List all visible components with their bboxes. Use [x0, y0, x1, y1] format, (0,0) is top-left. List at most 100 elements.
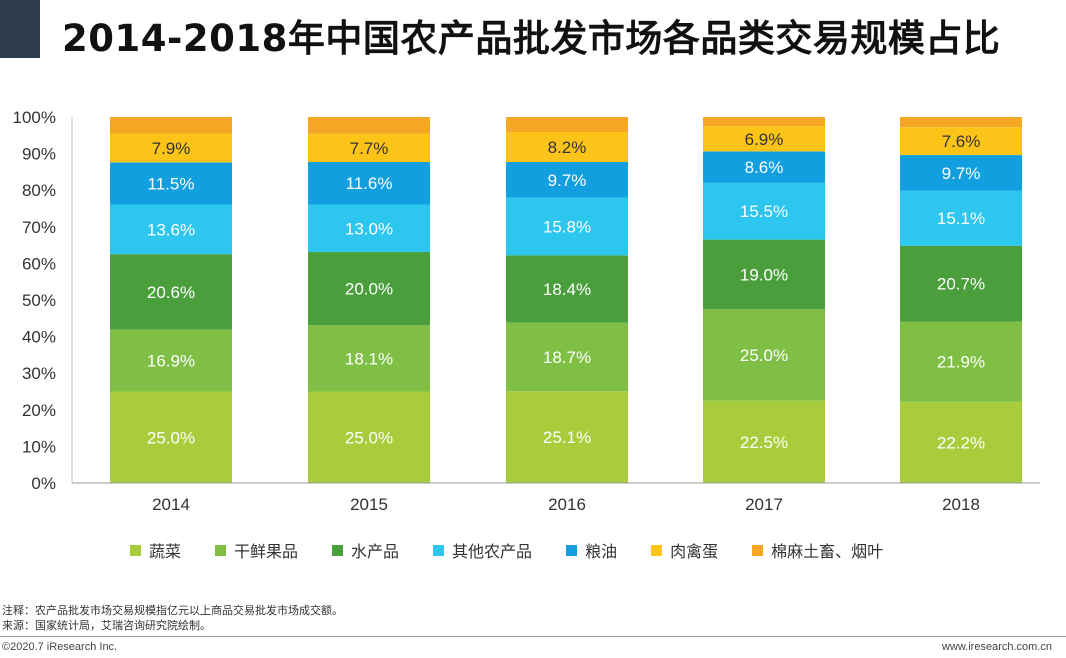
bar-segment: [506, 391, 628, 483]
data-label: 13.0%: [345, 219, 393, 238]
footnote-source: 来源：国家统计局，艾瑞咨询研究院绘制。: [2, 619, 211, 632]
legend-swatch: [130, 544, 141, 556]
legend-swatch: [752, 544, 764, 556]
data-label: 11.6%: [346, 174, 393, 193]
data-label: 7.7%: [350, 139, 389, 158]
legend-label: 棉麻土畜、烟叶: [771, 542, 884, 561]
data-label: 15.8%: [543, 217, 591, 236]
copyright-text: ©2020.7 iResearch Inc.: [2, 641, 118, 653]
bar-segment: [703, 126, 825, 152]
legend-label: 水产品: [351, 542, 400, 561]
y-tick-label: 20%: [22, 401, 56, 420]
bar-segment: [506, 162, 628, 198]
bar-segment: [900, 190, 1022, 246]
data-label: 20.6%: [147, 283, 195, 302]
y-tick-label: 70%: [22, 218, 56, 237]
x-tick-label: 2016: [548, 495, 586, 514]
chart-title: 2014-2018年中国农产品批发市场各品类交易规模占比: [62, 17, 1001, 60]
data-label: 6.9%: [745, 130, 784, 149]
bar-segment: [900, 127, 1022, 156]
y-tick-label: 50%: [22, 291, 56, 310]
x-tick-label: 2014: [152, 495, 190, 514]
bar-segment: [110, 254, 232, 330]
bars: 25.0% 16.9% 20.6% 13.6% 11.5% 7.9% 25.0% 18.1% 2…: [110, 117, 1022, 483]
bar-segment: [308, 325, 430, 392]
legend-label: 粮油: [585, 542, 618, 561]
data-label: 9.7%: [548, 171, 587, 190]
data-label: 25.1%: [543, 428, 591, 447]
bar-segment: [110, 329, 232, 392]
y-tick-label: 40%: [22, 328, 56, 347]
bar-stack-2014: 25.0% 16.9% 20.6% 13.6% 11.5% 7.9%: [110, 117, 232, 483]
data-label: 18.4%: [543, 280, 591, 299]
y-tick-label: 10%: [22, 437, 56, 456]
data-label: 13.6%: [147, 220, 195, 239]
bar-segment: [900, 321, 1022, 402]
bar-segment: [900, 155, 1022, 191]
bar-segment: [506, 322, 628, 392]
legend-item: 肉禽蛋: [651, 538, 718, 562]
data-label: 15.5%: [740, 202, 788, 221]
y-tick-label: 30%: [22, 364, 56, 383]
x-axis: 2014 2015 2016 2017 2018: [72, 482, 1040, 514]
bar-segment: [110, 391, 232, 483]
legend-swatch: [215, 544, 227, 556]
bar-segment: [900, 401, 1022, 483]
data-label: 16.9%: [147, 352, 195, 371]
legend-item: 粮油: [566, 538, 617, 562]
data-label: 25.0%: [740, 346, 788, 365]
data-label: 21.9%: [937, 353, 985, 372]
legend-item: 蔬菜: [130, 538, 181, 562]
legend-item: 干鲜果品: [215, 538, 298, 562]
legend-item: 棉麻土畜、烟叶: [752, 538, 883, 562]
y-tick-label: 100%: [13, 108, 56, 127]
stacked-bar-chart: 0% 10% 20% 30% 40% 50% 60% 70% 80% 90% 100% 25.0% 1…: [13, 108, 1040, 514]
bar-segment: [703, 151, 825, 183]
bar-segment: [110, 204, 232, 255]
footnote-note: 注释：农产品批发市场交易规模指亿元以上商品交易批发市场成交额。: [2, 604, 343, 617]
bar-segment: [308, 117, 430, 134]
bar-stack-2017: 22.5% 25.0% 19.0% 15.5% 8.6% 6.9%: [703, 117, 825, 483]
bar-segment: [110, 133, 232, 163]
data-label: 20.7%: [937, 275, 985, 294]
bar-segment: [308, 133, 430, 163]
y-tick-label: 80%: [22, 181, 56, 200]
y-axis: 0% 10% 20% 30% 40% 50% 60% 70% 80% 90% 100%: [13, 108, 73, 493]
website-link: www.iresearch.com.cn: [941, 641, 1052, 653]
bar-segment: [703, 182, 825, 240]
legend-label: 其他农产品: [452, 542, 533, 561]
data-label: 20.0%: [345, 280, 393, 299]
legend-item: 水产品: [332, 538, 399, 562]
data-label: 19.0%: [740, 265, 788, 284]
data-label: 15.1%: [937, 209, 985, 228]
bar-stack-2018: 22.2% 21.9% 20.7% 15.1% 9.7% 7.6%: [900, 117, 1022, 483]
bar-segment: [308, 162, 430, 205]
y-tick-label: 60%: [22, 254, 56, 273]
x-tick-label: 2015: [350, 495, 388, 514]
legend-label: 蔬菜: [149, 542, 182, 561]
data-label: 25.0%: [147, 428, 195, 447]
legend-label: 肉禽蛋: [670, 542, 719, 561]
bar-segment: [506, 132, 628, 163]
data-label: 8.2%: [548, 138, 587, 157]
data-label: 7.9%: [152, 139, 191, 158]
x-tick-label: 2017: [745, 495, 783, 514]
y-tick-label: 0%: [31, 474, 56, 493]
bar-segment: [506, 255, 628, 323]
bar-segment: [900, 245, 1022, 322]
data-label: 18.1%: [345, 349, 393, 368]
bar-segment: [308, 204, 430, 253]
legend-swatch: [651, 544, 663, 556]
footer-divider: [0, 636, 1066, 637]
data-label: 22.5%: [740, 433, 788, 452]
bar-segment: [900, 117, 1022, 128]
legend: 蔬菜 干鲜果品 水产品 其他农产品 粮油 肉禽蛋 棉麻土畜、烟叶: [130, 537, 1030, 563]
legend-swatch: [433, 544, 445, 556]
data-label: 9.7%: [942, 164, 981, 183]
y-tick-label: 90%: [22, 145, 56, 164]
bar-segment: [703, 239, 825, 310]
bar-segment: [110, 117, 232, 134]
bar-segment: [703, 117, 825, 127]
data-label: 11.5%: [148, 174, 195, 193]
bar-segment: [506, 117, 628, 133]
